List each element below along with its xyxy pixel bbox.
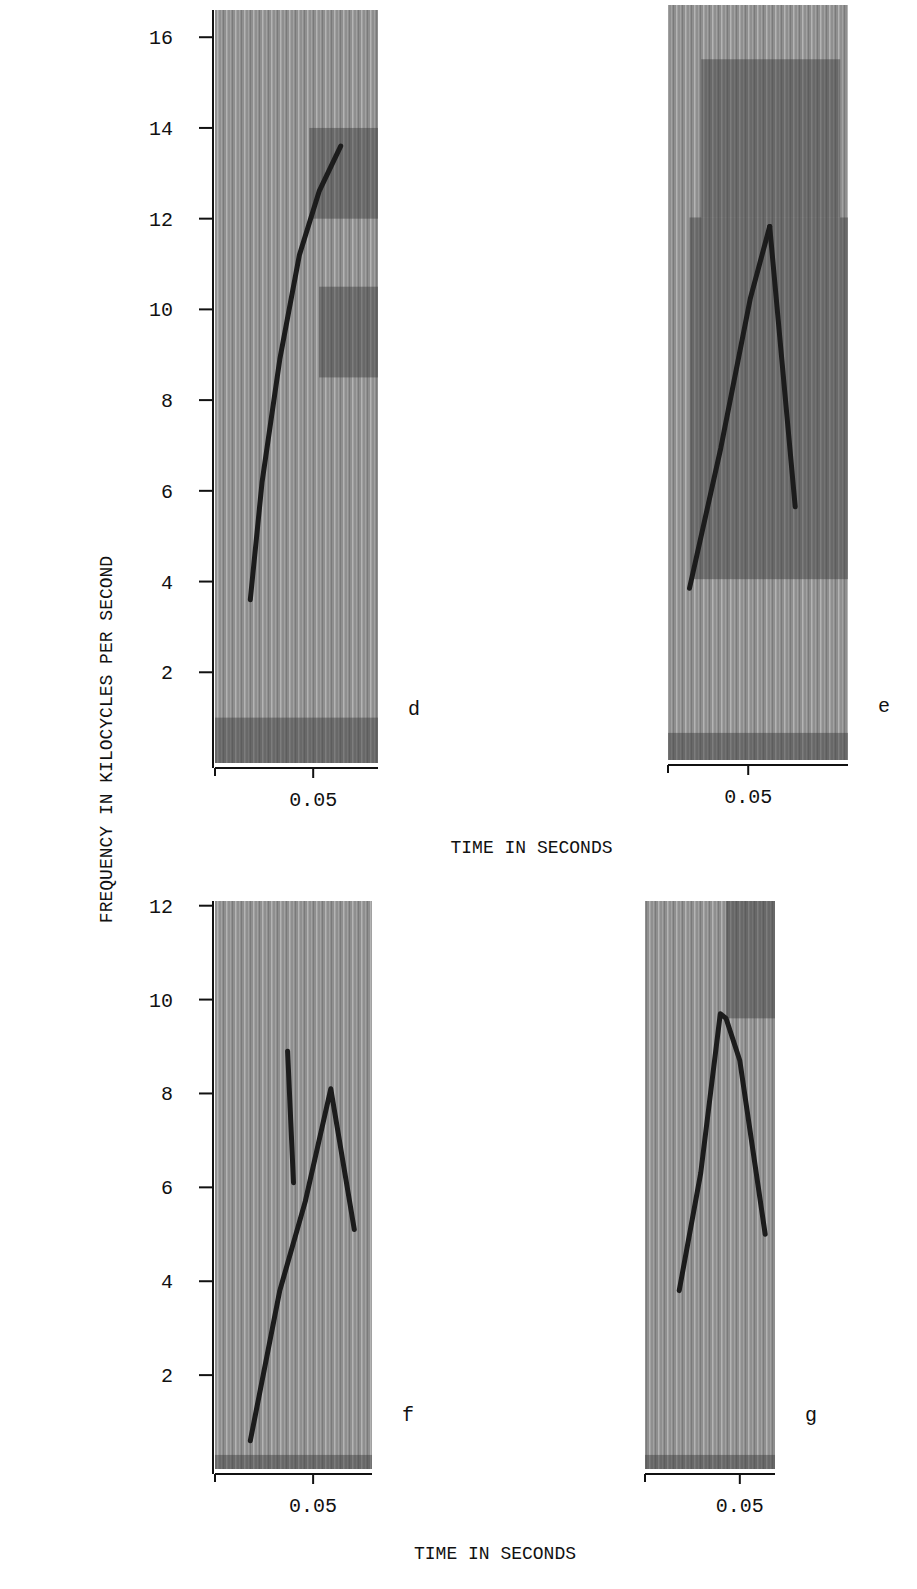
- dark-band: [309, 128, 378, 219]
- x-axis-title: TIME IN SECONDS: [414, 1544, 576, 1564]
- y-tick-label: 2: [161, 1365, 173, 1388]
- x-axis-end: [214, 768, 216, 776]
- plot-background: [668, 5, 848, 760]
- y-tick-label: 6: [161, 481, 173, 504]
- x-axis-line: [668, 764, 848, 766]
- x-axis-title: TIME IN SECONDS: [450, 838, 612, 858]
- panel: 0.05 e: [668, 5, 890, 809]
- y-axis-line: [212, 10, 214, 768]
- y-tick-label: 8: [161, 390, 173, 413]
- y-axis: 2 4 6 8 10 12: [149, 896, 213, 1474]
- x-axis-line: [215, 1473, 372, 1475]
- dark-band: [215, 1455, 372, 1469]
- x-axis-line: [215, 767, 378, 769]
- x-tick: [312, 1474, 314, 1484]
- dark-band: [668, 733, 848, 760]
- x-tick-label: 0.05: [716, 1495, 764, 1518]
- plot-background: [215, 10, 378, 763]
- x-tick-label: 0.05: [289, 1495, 337, 1518]
- y-tick-label: 10: [149, 990, 173, 1013]
- y-tick-label: 4: [161, 1271, 173, 1294]
- y-tick-label: 16: [149, 27, 173, 50]
- y-tick-label: 12: [149, 896, 173, 919]
- y-tick-label: 2: [161, 662, 173, 685]
- marks: [668, 59, 848, 760]
- trace: [770, 227, 796, 507]
- y-axis-title: FREQUENCY IN KILOCYCLES PER SECOND: [97, 556, 117, 923]
- y-tick: [199, 1280, 213, 1282]
- x-tick-label: 0.05: [724, 786, 772, 809]
- y-tick: [199, 36, 213, 38]
- trace: [250, 146, 340, 600]
- panel-letter: f: [402, 1404, 414, 1427]
- y-tick-label: 8: [161, 1083, 173, 1106]
- y-tick: [199, 308, 213, 310]
- y-tick: [199, 905, 213, 907]
- y-tick: [199, 490, 213, 492]
- dark-band: [215, 718, 378, 763]
- dark-band: [690, 217, 848, 579]
- y-axis: 2 4 6 8 10 12 14 16: [149, 10, 213, 768]
- y-tick: [199, 1092, 213, 1094]
- marks: [215, 128, 378, 763]
- y-tick: [199, 127, 213, 129]
- trace: [250, 1089, 354, 1441]
- x-axis: 0.05: [215, 1474, 372, 1518]
- x-axis-end: [644, 1474, 646, 1482]
- x-axis-line: [645, 1473, 775, 1475]
- x-tick: [739, 1474, 741, 1484]
- panel-letter: e: [878, 695, 890, 718]
- y-tick: [199, 999, 213, 1001]
- y-tick: [199, 581, 213, 583]
- dark-band: [701, 59, 840, 217]
- x-axis-end: [667, 765, 669, 773]
- x-axis-end: [214, 1474, 216, 1482]
- marks: [645, 901, 775, 1469]
- x-axis: 0.05: [668, 765, 848, 809]
- y-tick-label: 6: [161, 1177, 173, 1200]
- dark-band: [726, 901, 775, 1018]
- plot-background: [215, 901, 372, 1469]
- x-axis: 0.05: [215, 768, 378, 812]
- plot-background: [645, 901, 775, 1469]
- x-tick-label: 0.05: [289, 789, 337, 812]
- trace: [679, 1014, 765, 1291]
- dark-band: [319, 287, 378, 378]
- dark-band: [645, 1455, 775, 1469]
- x-tick: [747, 765, 749, 775]
- marks: [215, 1051, 372, 1469]
- trace: [690, 227, 770, 589]
- figure: 0.05 2 4 6 8 10 12 14 16 d TIME IN SECONDS FREQUENC…: [0, 0, 917, 1589]
- y-tick: [199, 1186, 213, 1188]
- y-tick-label: 12: [149, 209, 173, 232]
- panel-letter: g: [805, 1404, 817, 1427]
- y-tick: [199, 1374, 213, 1376]
- panel-letter: d: [408, 698, 420, 721]
- panel: 0.05 2 4 6 8 10 12 14 16 d TIME IN SECONDS FREQUENC…: [97, 10, 613, 923]
- y-tick: [199, 218, 213, 220]
- panel: 0.05 2 4 6 8 10 12 f TIME IN SECONDS: [149, 896, 576, 1564]
- y-tick-label: 14: [149, 118, 173, 141]
- y-tick-label: 10: [149, 299, 173, 322]
- x-axis: 0.05: [645, 1474, 775, 1518]
- x-tick: [312, 768, 314, 778]
- panel: 0.05 g: [645, 901, 817, 1518]
- y-tick: [199, 671, 213, 673]
- y-tick-label: 4: [161, 572, 173, 595]
- trace: [288, 1051, 294, 1183]
- y-tick: [199, 399, 213, 401]
